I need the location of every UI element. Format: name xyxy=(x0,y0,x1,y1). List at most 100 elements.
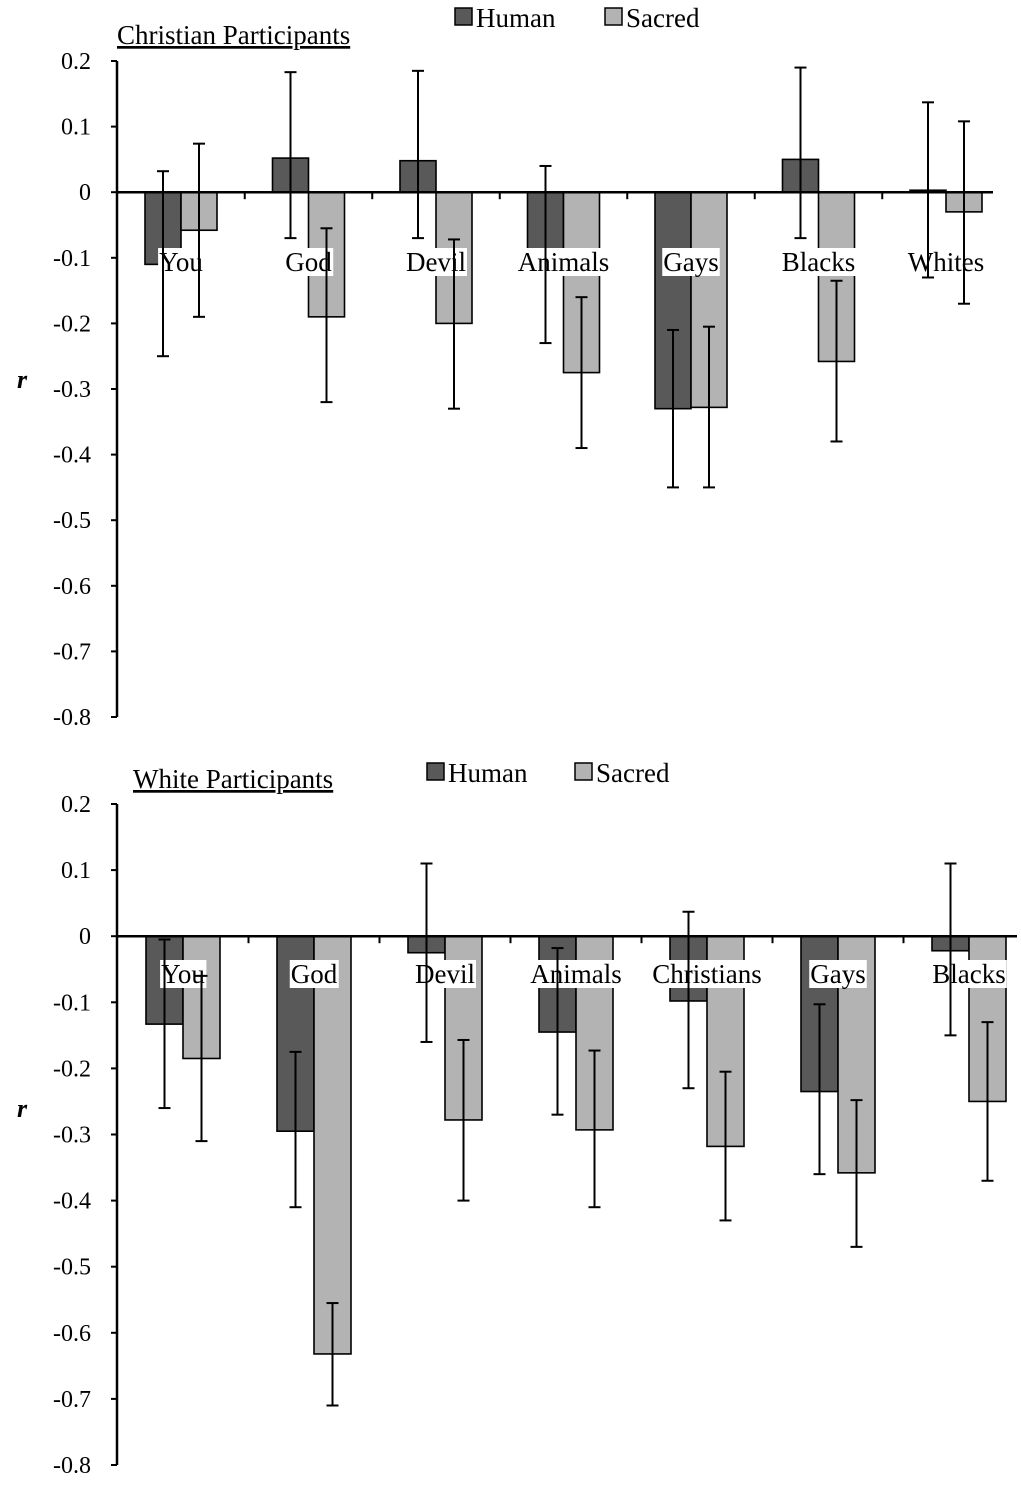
y-tick-label: -0.6 xyxy=(53,1321,91,1347)
category-label-background xyxy=(906,248,986,276)
legend: Human Sacred xyxy=(454,3,700,33)
error-bar xyxy=(157,170,169,358)
y-tick-label: -0.4 xyxy=(53,1189,91,1215)
category-label-background xyxy=(516,248,611,276)
category-label-text: Animals xyxy=(518,247,610,277)
category-label-blacks: Blacks xyxy=(780,247,857,277)
bar-sacred-god xyxy=(313,935,352,1355)
legend-swatch-human xyxy=(426,762,445,781)
error-bar xyxy=(958,120,970,305)
chart-title: White Participants xyxy=(133,764,333,794)
error-bar xyxy=(195,974,208,1143)
error-bar xyxy=(158,938,171,1110)
category-label-devil: Devil xyxy=(405,247,467,277)
legend-label-human: Human xyxy=(448,758,528,788)
category-label-you: You xyxy=(160,959,207,989)
chart-title: Christian Participants xyxy=(117,20,350,50)
chart-panel-2: 0.2 0.1 0 -0.1 -0.2 -0.3 -0.4 -0.5 -0.6 -0.7 -0.8 r… xyxy=(17,758,1017,1479)
y-tick-label: -0.2 xyxy=(53,311,91,337)
category-label-text: God xyxy=(291,959,338,989)
legend-label-sacred: Sacred xyxy=(626,3,700,33)
error-bar xyxy=(412,69,424,240)
legend: Human Sacred xyxy=(426,758,670,788)
error-bar xyxy=(922,101,934,279)
category-label-text: Devil xyxy=(415,959,475,989)
y-tick-label: -0.4 xyxy=(53,443,91,469)
category-label-background xyxy=(158,248,205,276)
category-label-text: You xyxy=(159,247,203,277)
category-label-background xyxy=(662,248,720,276)
category-label-background xyxy=(780,248,857,276)
y-tick-label: -0.7 xyxy=(53,1387,91,1413)
category-label-background xyxy=(414,960,476,988)
category-label-background xyxy=(931,960,1007,988)
category-label-gays: Gays xyxy=(809,959,867,989)
error-bar xyxy=(813,1003,826,1176)
y-tick-label: -0.3 xyxy=(53,377,91,403)
y-tick-label: -0.7 xyxy=(53,639,91,665)
category-label-text: Gays xyxy=(810,959,866,989)
legend-swatch-sacred xyxy=(574,762,593,781)
error-bar xyxy=(794,66,807,240)
y-axis-label: r xyxy=(17,1094,28,1123)
category-label-text: Whites xyxy=(908,247,984,277)
error-bar xyxy=(448,238,460,410)
category-label-background xyxy=(809,960,867,988)
error-bar xyxy=(539,164,552,345)
category-label-text: Devil xyxy=(406,247,466,277)
error-bar xyxy=(420,862,433,1043)
error-bar xyxy=(588,1049,601,1209)
category-label-animals: Animals xyxy=(516,247,611,277)
category-label-gays: Gays xyxy=(662,247,720,277)
y-tick-label: 0.2 xyxy=(61,49,91,75)
category-label-text: You xyxy=(161,959,205,989)
y-tick-label: -0.1 xyxy=(53,990,91,1016)
category-label-background xyxy=(405,248,467,276)
category-label-devil: Devil xyxy=(414,959,476,989)
category-label-god: God xyxy=(284,247,334,277)
error-bar xyxy=(703,325,715,489)
error-bar xyxy=(193,142,205,318)
category-label-animals: Animals xyxy=(529,959,623,989)
category-label-text: Gays xyxy=(663,247,719,277)
y-tick-label: -0.2 xyxy=(53,1056,91,1082)
y-axis-label: r xyxy=(17,365,28,394)
category-label-you: You xyxy=(158,247,205,277)
error-bar xyxy=(682,910,695,1090)
error-bar xyxy=(575,296,588,450)
y-tick-label: -0.8 xyxy=(53,1453,91,1479)
category-label-text: Blacks xyxy=(932,959,1006,989)
error-bar xyxy=(850,1099,863,1248)
y-tick-label: -0.1 xyxy=(53,246,91,272)
y-tick-label: 0.2 xyxy=(61,792,91,818)
error-bar xyxy=(944,862,957,1037)
y-tick-label: 0 xyxy=(79,924,91,950)
error-bar xyxy=(667,328,679,489)
category-label-background xyxy=(529,960,623,988)
y-tick-label: -0.5 xyxy=(53,508,91,534)
category-label-god: God xyxy=(289,959,339,989)
category-label-text: Blacks xyxy=(782,247,856,277)
category-label-text: God xyxy=(285,247,332,277)
error-bar xyxy=(457,1038,470,1202)
category-label-text: Christians xyxy=(652,959,762,989)
category-label-background xyxy=(284,248,334,276)
y-tick-label: -0.6 xyxy=(53,574,91,600)
legend-label-human: Human xyxy=(476,3,556,33)
category-label-whites: Whites xyxy=(906,247,986,277)
category-label-background xyxy=(289,960,339,988)
category-label-christians: Christians xyxy=(651,959,763,989)
category-label-text: Animals xyxy=(530,959,622,989)
chart-panel-1: 0.2 0.1 0 -0.1 -0.2 -0.3 -0.4 -0.5 -0.6 -0.7 -0.8 r… xyxy=(17,3,993,731)
category-label-background xyxy=(160,960,207,988)
error-bar xyxy=(551,947,564,1116)
category-label-background xyxy=(651,960,763,988)
error-bar xyxy=(289,1050,302,1209)
y-tick-label: -0.5 xyxy=(53,1255,91,1281)
error-bar xyxy=(284,71,297,240)
y-tick-label: 0 xyxy=(79,180,91,206)
legend-swatch-human xyxy=(454,7,473,26)
category-label-blacks: Blacks xyxy=(931,959,1007,989)
y-tick-label: 0.1 xyxy=(61,115,91,141)
